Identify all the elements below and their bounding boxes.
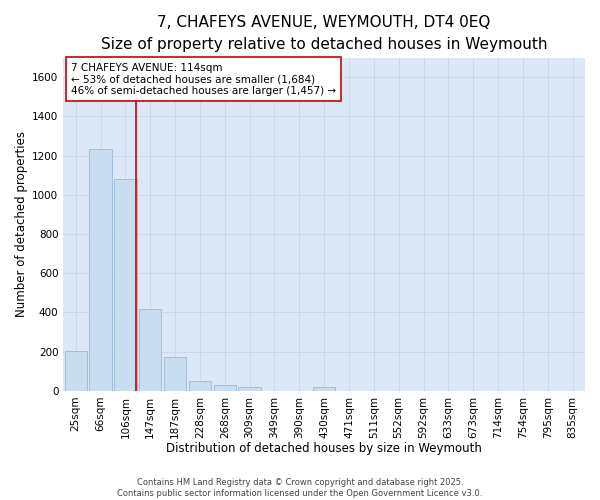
- Text: 7 CHAFEYS AVENUE: 114sqm
← 53% of detached houses are smaller (1,684)
46% of sem: 7 CHAFEYS AVENUE: 114sqm ← 53% of detach…: [71, 62, 336, 96]
- Bar: [65, 350, 87, 391]
- Bar: [238, 387, 261, 391]
- Bar: [164, 356, 186, 391]
- Bar: [313, 387, 335, 391]
- Y-axis label: Number of detached properties: Number of detached properties: [15, 131, 28, 317]
- Title: 7, CHAFEYS AVENUE, WEYMOUTH, DT4 0EQ
Size of property relative to detached house: 7, CHAFEYS AVENUE, WEYMOUTH, DT4 0EQ Siz…: [101, 15, 547, 52]
- Bar: [114, 179, 137, 391]
- X-axis label: Distribution of detached houses by size in Weymouth: Distribution of detached houses by size …: [166, 442, 482, 455]
- Bar: [214, 385, 236, 391]
- Bar: [189, 381, 211, 391]
- Text: Contains HM Land Registry data © Crown copyright and database right 2025.
Contai: Contains HM Land Registry data © Crown c…: [118, 478, 482, 498]
- Bar: [89, 148, 112, 391]
- Bar: [139, 310, 161, 391]
